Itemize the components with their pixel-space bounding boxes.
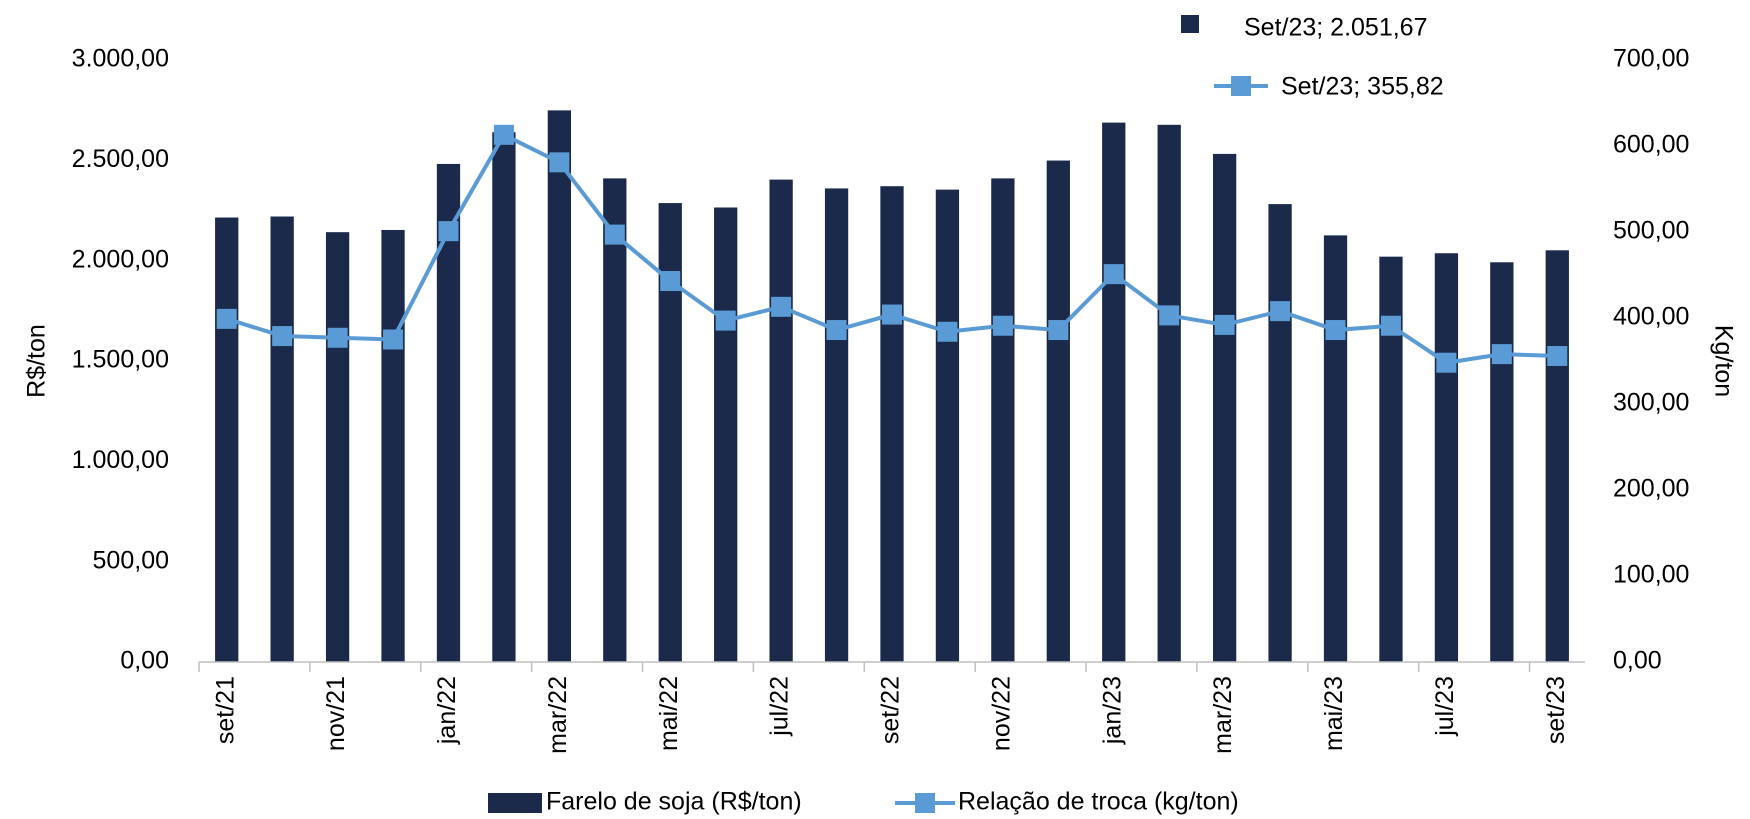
- legend-swatch: [915, 793, 935, 813]
- line-marker: [549, 152, 570, 173]
- line-marker: [493, 124, 514, 145]
- line-marker: [1325, 320, 1346, 341]
- x-tick-label: jan/23: [1098, 676, 1126, 745]
- line-marker: [1048, 320, 1069, 341]
- x-tick-label: set/22: [877, 676, 905, 744]
- x-tick-label: jul/22: [766, 676, 794, 737]
- y-tick-label: 0,00: [120, 647, 169, 675]
- legend-swatch: [488, 793, 542, 813]
- bar: [436, 163, 461, 663]
- bar: [769, 179, 793, 662]
- x-tick-label: set/21: [211, 676, 239, 744]
- bar: [547, 110, 572, 663]
- x-tick-label: nov/22: [987, 676, 1015, 751]
- x-tick-label: mai/23: [1320, 676, 1348, 751]
- bar: [603, 178, 627, 663]
- x-tick-label: jul/23: [1431, 676, 1459, 737]
- y2-tick-label: 300,00: [1613, 389, 1689, 417]
- bar: [658, 203, 682, 663]
- bar: [1323, 235, 1348, 662]
- line-marker: [660, 271, 681, 292]
- bar: [1157, 124, 1181, 663]
- line-marker: [383, 329, 404, 350]
- y2-tick-label: 700,00: [1613, 45, 1689, 73]
- line-marker: [1159, 305, 1180, 326]
- line-marker: [1270, 301, 1291, 322]
- x-tick-label: jan/22: [433, 676, 461, 745]
- bar: [1545, 250, 1569, 662]
- x-tick-label: mar/23: [1209, 676, 1237, 754]
- y2-tick-label: 600,00: [1613, 131, 1689, 159]
- line-marker: [272, 326, 293, 347]
- y2-tick-label: 0,00: [1613, 647, 1662, 675]
- x-tick-label: mar/22: [544, 676, 572, 754]
- bar: [714, 207, 738, 663]
- bar: [1212, 153, 1237, 663]
- line-marker: [937, 321, 958, 342]
- line-marker: [438, 221, 459, 242]
- annotation-marker: [1181, 15, 1199, 33]
- line-marker: [715, 310, 736, 331]
- x-tick-label: mai/22: [655, 676, 683, 751]
- y-tick-label: 2.500,00: [72, 145, 169, 173]
- line-marker: [826, 320, 847, 341]
- y2-tick-label: 200,00: [1613, 475, 1689, 503]
- bar: [1490, 262, 1514, 662]
- line-marker: [1380, 315, 1401, 336]
- y2-tick-label: 400,00: [1613, 303, 1689, 331]
- y-tick-label: 1.000,00: [72, 446, 169, 474]
- annotation: Set/23; 2.051,67: [1244, 14, 1427, 42]
- x-tick-label: nov/21: [322, 676, 350, 751]
- y-tick-label: 3.000,00: [72, 45, 169, 73]
- bar: [270, 216, 294, 662]
- bar: [325, 232, 350, 662]
- x-tick-label: set/23: [1542, 676, 1570, 744]
- bar: [824, 188, 849, 662]
- line-marker: [992, 315, 1013, 336]
- line-marker: [1491, 344, 1512, 365]
- line-marker: [1547, 345, 1568, 366]
- annotation: Set/23; 355,82: [1281, 73, 1444, 101]
- bar: [1434, 253, 1459, 662]
- y2-tick-label: 100,00: [1613, 561, 1689, 589]
- bar: [1046, 160, 1070, 662]
- line-marker: [1103, 264, 1124, 285]
- bar: [1379, 256, 1403, 662]
- y-tick-label: 500,00: [93, 546, 169, 574]
- bar: [935, 189, 960, 662]
- y-axis-label: R$/ton: [23, 324, 51, 398]
- y-tick-label: 1.500,00: [72, 346, 169, 374]
- bar: [1102, 122, 1126, 662]
- line-marker: [882, 304, 902, 325]
- y2-tick-label: 500,00: [1613, 217, 1689, 245]
- bar: [1268, 204, 1292, 662]
- bar: [991, 178, 1015, 663]
- legend-label: Farelo de soja (R$/ton): [546, 788, 802, 816]
- annotation-marker: [1231, 76, 1251, 96]
- line-marker: [1214, 314, 1235, 335]
- line-marker: [216, 308, 237, 329]
- y-tick-label: 2.000,00: [72, 245, 169, 273]
- bar: [880, 186, 904, 662]
- bar: [381, 229, 405, 662]
- y2-axis-label: Kg/ton: [1709, 325, 1737, 397]
- bar: [492, 132, 516, 663]
- line-marker: [771, 296, 792, 317]
- line-marker: [327, 327, 348, 348]
- line-marker: [604, 224, 625, 245]
- legend-label: Relação de troca (kg/ton): [958, 788, 1239, 816]
- line-marker: [1436, 352, 1457, 373]
- bar: [215, 217, 239, 663]
